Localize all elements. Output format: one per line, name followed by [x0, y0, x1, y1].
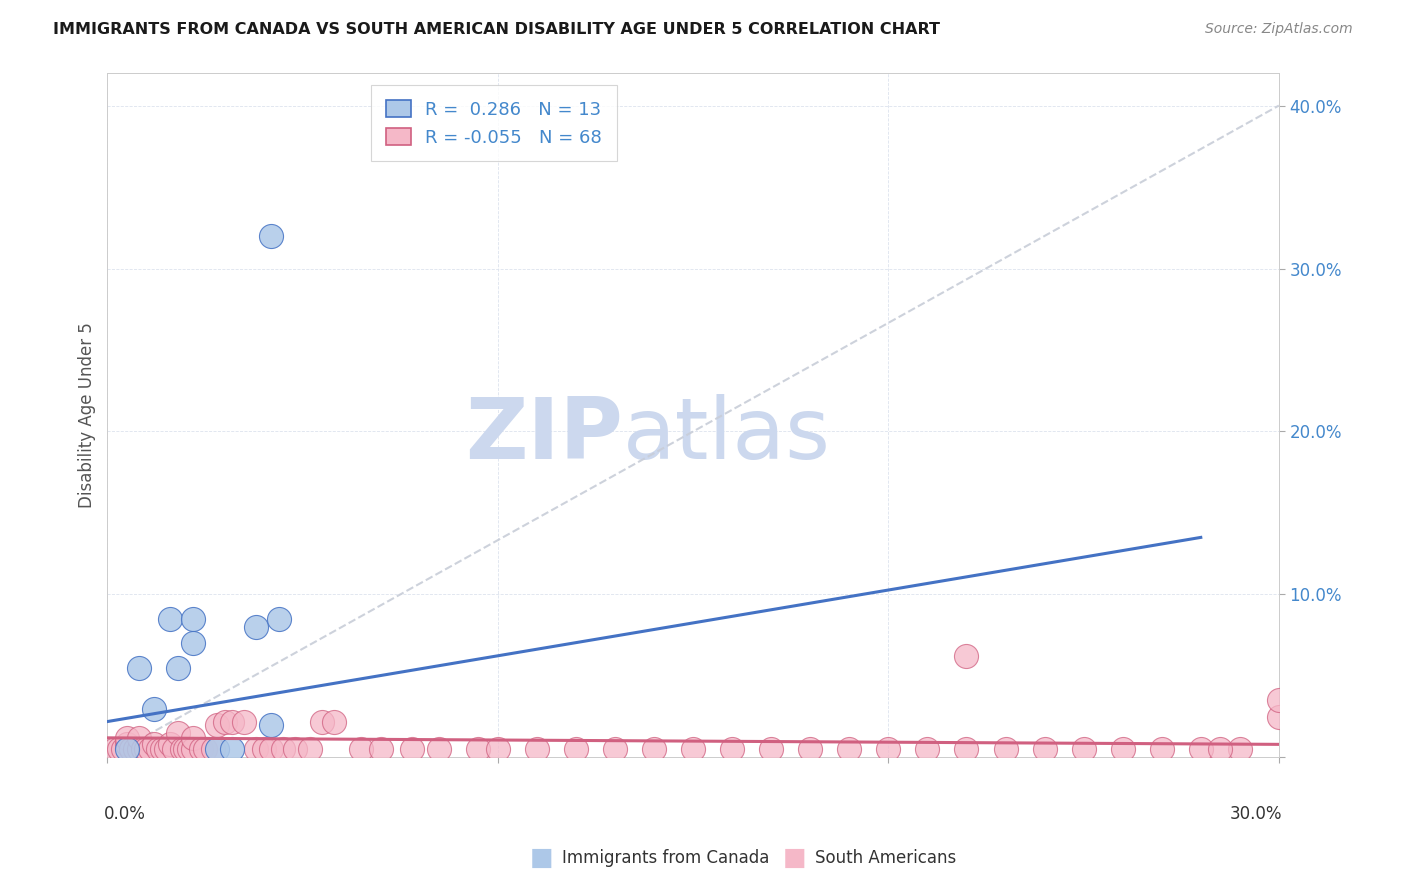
Point	[269, 612, 291, 626]
Point	[1189, 742, 1212, 756]
Point	[214, 714, 236, 729]
Point	[1073, 742, 1095, 756]
Point	[877, 742, 900, 756]
Point	[721, 742, 744, 756]
Point	[115, 737, 138, 751]
Text: IMMIGRANTS FROM CANADA VS SOUTH AMERICAN DISABILITY AGE UNDER 5 CORRELATION CHAR: IMMIGRANTS FROM CANADA VS SOUTH AMERICAN…	[53, 22, 941, 37]
Point	[128, 742, 150, 756]
Point	[115, 731, 138, 745]
Point	[194, 742, 217, 756]
Point	[143, 701, 166, 715]
Text: ■: ■	[530, 847, 553, 870]
Point	[201, 742, 224, 756]
Point	[115, 742, 138, 756]
Point	[838, 742, 860, 756]
Point	[181, 612, 204, 626]
Point	[1111, 742, 1133, 756]
Point	[166, 726, 188, 740]
Text: atlas: atlas	[623, 394, 831, 477]
Point	[146, 742, 169, 756]
Point	[233, 714, 256, 729]
Point	[111, 742, 134, 756]
Point	[917, 742, 939, 756]
Point	[120, 742, 142, 756]
Point	[108, 742, 131, 756]
Point	[245, 620, 267, 634]
Point	[603, 742, 626, 756]
Point	[322, 714, 344, 729]
Point	[163, 742, 186, 756]
Point	[150, 742, 173, 756]
Point	[181, 731, 204, 745]
Point	[643, 742, 665, 756]
Point	[526, 742, 548, 756]
Point	[143, 737, 166, 751]
Point	[1229, 742, 1251, 756]
Point	[135, 742, 157, 756]
Point	[955, 742, 977, 756]
Point	[427, 742, 450, 756]
Legend: R =  0.286   N = 13, R = -0.055   N = 68: R = 0.286 N = 13, R = -0.055 N = 68	[371, 86, 617, 161]
Point	[486, 742, 509, 756]
Point	[761, 742, 783, 756]
Point	[181, 636, 204, 650]
Point	[155, 742, 177, 756]
Point	[139, 742, 162, 756]
Point	[401, 742, 423, 756]
Point	[128, 731, 150, 745]
Text: Source: ZipAtlas.com: Source: ZipAtlas.com	[1205, 22, 1353, 37]
Point	[955, 649, 977, 664]
Text: ■: ■	[783, 847, 806, 870]
Point	[159, 612, 181, 626]
Point	[128, 661, 150, 675]
Point	[260, 718, 283, 732]
Point	[166, 661, 188, 675]
Point	[221, 714, 243, 729]
Point	[170, 742, 193, 756]
Point	[271, 742, 294, 756]
Text: South Americans: South Americans	[815, 849, 956, 867]
Point	[181, 742, 204, 756]
Point	[1033, 742, 1056, 756]
Point	[311, 714, 333, 729]
Point	[994, 742, 1017, 756]
Point	[205, 742, 228, 756]
Point	[104, 742, 127, 756]
Text: 30.0%: 30.0%	[1230, 805, 1282, 823]
Point	[682, 742, 704, 756]
Point	[159, 737, 181, 751]
Point	[245, 742, 267, 756]
Point	[370, 742, 392, 756]
Point	[1209, 742, 1232, 756]
Text: 0.0%: 0.0%	[104, 805, 146, 823]
Text: Immigrants from Canada: Immigrants from Canada	[562, 849, 769, 867]
Y-axis label: Disability Age Under 5: Disability Age Under 5	[79, 322, 96, 508]
Point	[565, 742, 588, 756]
Point	[260, 742, 283, 756]
Point	[205, 718, 228, 732]
Point	[190, 742, 212, 756]
Point	[252, 742, 274, 756]
Point	[1150, 742, 1173, 756]
Point	[467, 742, 489, 756]
Point	[179, 742, 201, 756]
Point	[131, 742, 153, 756]
Point	[221, 742, 243, 756]
Point	[260, 229, 283, 244]
Point	[299, 742, 322, 756]
Point	[124, 742, 146, 756]
Point	[1268, 709, 1291, 723]
Point	[284, 742, 307, 756]
Point	[1268, 693, 1291, 707]
Point	[350, 742, 373, 756]
Point	[799, 742, 821, 756]
Text: ZIP: ZIP	[465, 394, 623, 477]
Point	[174, 742, 197, 756]
